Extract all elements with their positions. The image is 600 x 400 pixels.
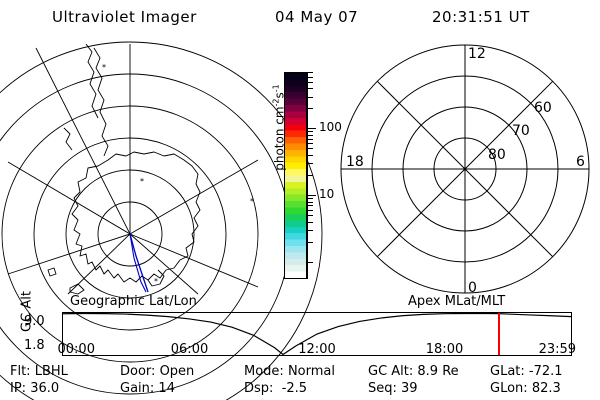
altitude-trace (61, 312, 572, 356)
strip-ytick-high: 9.0 (24, 314, 45, 329)
colorbar-tick (307, 201, 313, 203)
spacecraft-track-2 (129, 233, 147, 293)
strip-ytick-low: 1.8 (24, 338, 45, 353)
apex-dial-panel[interactable]: 12 6 0 18 60 70 80 (338, 42, 592, 296)
star-marker: * (154, 277, 158, 286)
dial-label-lat-60: 60 (534, 100, 552, 116)
strip-plot-frame (62, 312, 572, 356)
status-seq: Seq: 39 (368, 381, 418, 396)
colorbar-tick (307, 108, 313, 110)
colorbar-unit-mid: s (272, 92, 287, 99)
observation-time: 20:31:51 UT (432, 8, 530, 26)
header-bar: Ultraviolet Imager 04 May 07 20:31:51 UT (0, 8, 600, 32)
star-marker: * (140, 177, 144, 186)
colorbar-tick (307, 128, 316, 130)
colorbar-tick (307, 143, 313, 145)
dial-panel-title: Apex MLat/MLT (408, 294, 506, 309)
strip-xtick: 06:00 (170, 342, 209, 357)
geographic-plot: * * * * (0, 41, 323, 400)
status-ip: IP: 36.0 (10, 381, 60, 396)
colorbar-tick (307, 88, 313, 90)
altitude-strip-chart[interactable]: GC Alt 9.0 1.8 Geographic Lat/Lon Apex M… (0, 291, 600, 358)
status-door: Door: Open (120, 364, 195, 379)
colorbar-tick (307, 261, 313, 263)
colorbar-tick (307, 76, 313, 78)
strip-trace-svg (61, 312, 572, 356)
colorbar-tick (307, 81, 313, 83)
strip-xtick: 18:00 (425, 342, 464, 357)
colorbar-label-100: 100 (319, 120, 342, 135)
colorbar-tick (307, 205, 313, 207)
dial-label-mlt-12: 12 (468, 46, 486, 62)
dial-label-lat-80: 80 (488, 147, 506, 163)
colorbar-unit-sup1: -2 (271, 98, 281, 107)
apex-dial-plot: 12 6 0 18 60 70 80 (340, 44, 590, 296)
status-glon: GLon: 82.3 (490, 381, 561, 396)
instrument-title: Ultraviolet Imager (52, 8, 197, 26)
status-glat: GLat: -72.1 (490, 364, 563, 379)
dial-label-mlt-0: 0 (468, 280, 477, 296)
colorbar-tick (307, 221, 313, 223)
dial-label-mlt-6: 6 (576, 154, 585, 170)
star-marker: * (102, 63, 106, 72)
colorbar-tick (307, 198, 313, 200)
strip-xtick: 12:00 (298, 342, 336, 357)
colorbar-tick (307, 96, 313, 98)
status-flt: Flt: LBHL (10, 364, 68, 379)
colorbar-gradient (284, 72, 307, 279)
colorbar-tick (307, 154, 313, 156)
status-bar: Flt: LBHL Door: Open Mode: Normal GC Alt… (0, 364, 600, 400)
colorbar-tick (307, 72, 313, 73)
colorbar-tick (307, 229, 313, 231)
star-marker: * (250, 197, 254, 206)
status-mode: Mode: Normal (244, 364, 335, 379)
observation-date: 04 May 07 (275, 8, 359, 26)
left-panel-title: Geographic Lat/Lon (70, 294, 197, 309)
colorbar-tick (307, 131, 313, 133)
strip-xtick: 23:59 (538, 342, 577, 357)
colorbar-tick (307, 134, 313, 136)
colorbar-tick (307, 215, 313, 217)
strip-xtick: 00:00 (57, 342, 95, 357)
status-gcalt: GC Alt: 8.9 Re (368, 364, 459, 379)
spacecraft-track (129, 233, 149, 293)
colorbar-tick (307, 148, 313, 150)
colorbar-unit-main: photon cm (272, 106, 287, 171)
colorbar-tick (307, 138, 313, 140)
colorbar-tick (307, 195, 316, 196)
dial-label-lat-70: 70 (512, 123, 530, 139)
status-gain: Gain: 14 (120, 381, 175, 396)
colorbar-axis-title: photon cm-2s-1 (272, 53, 287, 203)
colorbar-tick (307, 209, 313, 211)
status-dsp: Dsp: -2.5 (244, 381, 308, 396)
dial-label-mlt-18: 18 (346, 154, 364, 170)
colorbar-tick (307, 241, 313, 243)
colorbar-tick (307, 174, 313, 176)
strip-ylabel: GC Alt (19, 291, 35, 332)
time-cursor[interactable] (498, 313, 501, 355)
colorbar-group: 100 10 photon cm-2s-1 (262, 60, 342, 295)
dial-axis-diag2 (376, 80, 554, 258)
colorbar-unit-sup2: -1 (271, 84, 281, 93)
colorbar-label-10: 10 (319, 187, 335, 201)
colorbar-tick (307, 163, 313, 165)
geographic-image-panel[interactable]: * * * * (0, 41, 323, 400)
